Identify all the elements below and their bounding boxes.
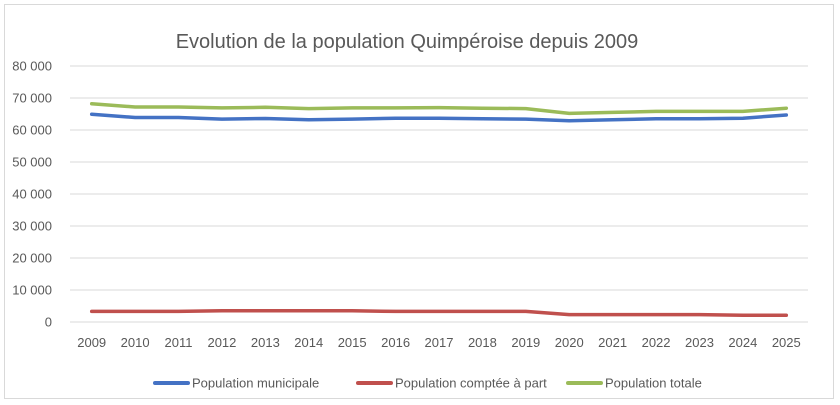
x-tick-label: 2022 (642, 335, 671, 350)
series-line-2 (89, 102, 789, 116)
y-tick-label: 0 (45, 315, 52, 330)
x-axis-ticks: 2009 2010 2011 2012 2013 2014 2015 2016 2017 2018… (77, 335, 801, 350)
x-tick-label: 2016 (381, 335, 410, 350)
x-tick-label: 2024 (728, 335, 757, 350)
gridlines (70, 65, 808, 323)
legend: Population municipale Population comptée … (153, 376, 702, 391)
x-tick-label: 2012 (207, 335, 236, 350)
y-axis-ticks: 0 10 000 20 000 30 000 40 000 50 000 60 000 70 … (12, 59, 52, 330)
y-tick-label: 60 000 (12, 123, 52, 138)
x-tick-label: 2023 (685, 335, 714, 350)
series-line-1 (89, 309, 789, 318)
y-tick-label: 40 000 (12, 187, 52, 202)
chart-frame (4, 4, 834, 399)
x-tick-label: 2013 (251, 335, 280, 350)
y-tick-label: 30 000 (12, 219, 52, 234)
x-tick-label: 2011 (165, 335, 193, 350)
x-tick-label: 2021 (598, 335, 627, 350)
y-tick-label: 80 000 (12, 59, 52, 74)
x-tick-label: 2017 (425, 335, 454, 350)
x-tick-label: 2020 (555, 335, 584, 350)
chart-title: Evolution de la population Quimpéroise d… (176, 31, 639, 53)
series-line-0 (89, 112, 789, 123)
x-tick-label: 2014 (294, 335, 323, 350)
y-tick-label: 10 000 (12, 283, 52, 298)
y-tick-label: 20 000 (12, 251, 52, 266)
x-tick-label: 2019 (511, 335, 540, 350)
x-tick-label: 2009 (77, 335, 106, 350)
x-tick-label: 2025 (772, 335, 801, 350)
y-tick-label: 50 000 (12, 155, 52, 170)
legend-label-1: Population comptée à part (395, 376, 547, 391)
y-tick-label: 70 000 (12, 91, 52, 106)
x-tick-label: 2015 (338, 335, 367, 350)
x-tick-label: 2010 (121, 335, 150, 350)
x-tick-label: 2018 (468, 335, 497, 350)
legend-label-0: Population municipale (192, 376, 319, 391)
legend-label-2: Population totale (605, 376, 702, 391)
series-lines (89, 102, 789, 318)
